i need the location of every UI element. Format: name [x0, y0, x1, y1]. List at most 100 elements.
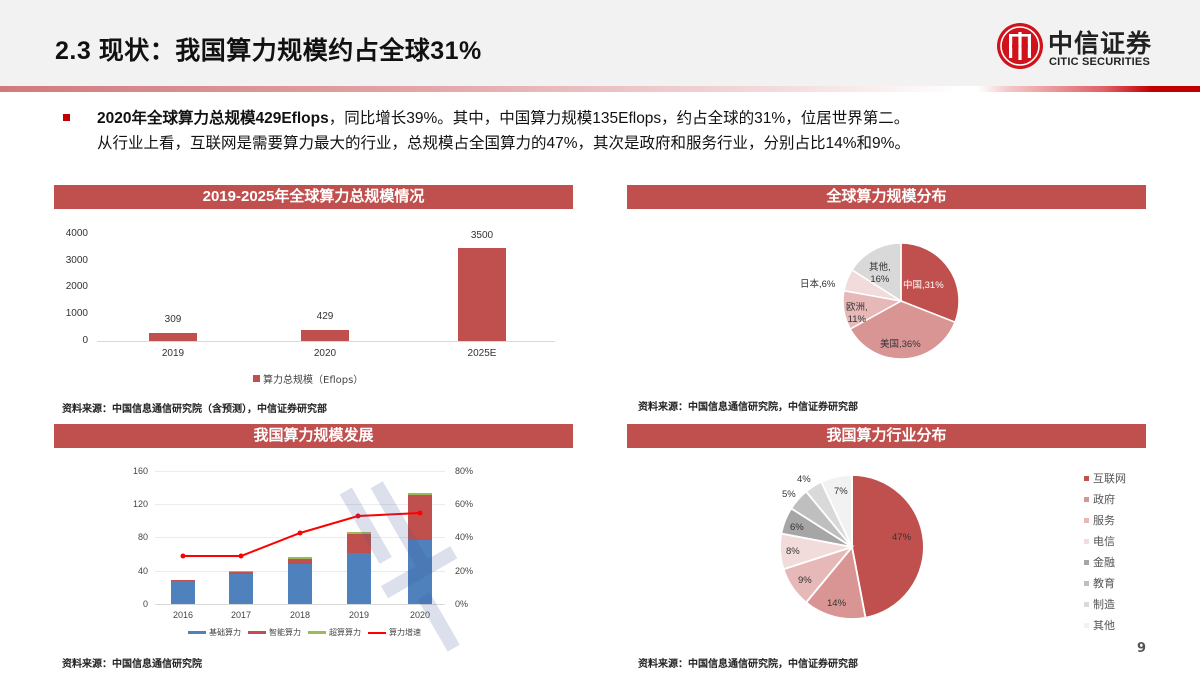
global-share-pie-chart [842, 242, 960, 360]
brand-name-cn: 中信证券 [1048, 29, 1153, 58]
legend-swatch [1084, 475, 1089, 481]
y-tick-left: 80 [137, 532, 148, 542]
panel-title-china-industry: 我国算力行业分布 [627, 424, 1146, 448]
source-note: 资料来源：中国信息通信研究院（含预测），中信证券研究部 [62, 404, 327, 415]
bar-2017-base [229, 574, 253, 604]
legend-label: 智能算力 [269, 628, 301, 637]
bar-2019-ai [347, 534, 371, 553]
legend-item: 基础算力 [188, 627, 241, 638]
bar-2016-base [171, 581, 195, 604]
header-gradient-divider [0, 86, 1200, 92]
legend-label: 算力总规模（Eflops） [263, 375, 364, 386]
y-tick: 3000 [65, 255, 88, 266]
bar-2020-hpc [408, 493, 432, 495]
y-tick-left: 120 [132, 499, 148, 509]
bar-value-label: 429 [316, 311, 334, 322]
bar-2025e [458, 248, 506, 341]
gridline [155, 504, 445, 505]
y-tick-right: 0% [455, 599, 469, 609]
pie-slice-label: 7% [834, 486, 848, 497]
legend-item: 电信 [1084, 533, 1115, 549]
panel-title-global-share: 全球算力规模分布 [627, 185, 1146, 209]
gridline [155, 471, 445, 472]
x-axis-line [97, 341, 555, 342]
y-tick-right: 80% [455, 466, 474, 476]
source-note: 资料来源：中国信息通信研究院 [62, 659, 202, 670]
bar-2019-hpc [347, 532, 371, 534]
china-industry-pie-chart [779, 474, 925, 620]
y-tick: 2000 [65, 281, 88, 292]
bar-2018-base [288, 564, 312, 604]
legend-label: 其他 [1093, 619, 1115, 632]
y-tick-left: 40 [137, 566, 148, 576]
bar-2016-ai [171, 580, 195, 581]
y-tick-right: 60% [455, 499, 474, 509]
panel-title-china-growth: 我国算力规模发展 [54, 424, 573, 448]
legend-item: 教育 [1084, 575, 1115, 591]
citic-logo-icon [997, 23, 1043, 69]
legend-swatch [248, 631, 266, 634]
legend-swatch [1084, 538, 1089, 544]
summary-line-1: 2020年全球算力总规模429Eflops，同比增长39%。其中，中国算力规模1… [97, 106, 909, 128]
x-tick: 2018 [289, 610, 311, 620]
legend-label: 基础算力 [209, 628, 241, 637]
pie-slice-label: 8% [786, 546, 800, 557]
pie-label-china: 中国,31% [903, 280, 944, 291]
legend-swatch [1084, 601, 1089, 607]
pie-label-europe-value: 11% [847, 314, 866, 325]
x-tick: 2016 [172, 610, 194, 620]
legend-swatch [1084, 580, 1089, 586]
x-tick: 2017 [230, 610, 252, 620]
bar-2018-hpc [288, 557, 312, 559]
legend-label: 超算算力 [329, 628, 361, 637]
pie-slice-label: 4% [797, 474, 811, 485]
legend-swatch [253, 375, 260, 382]
legend-label: 金融 [1093, 556, 1115, 569]
pie-label-europe-name: 欧洲, [846, 302, 868, 313]
source-note: 资料来源：中国信息通信研究院，中信证券研究部 [638, 659, 858, 670]
legend-label: 服务 [1093, 514, 1115, 527]
gridline [155, 537, 445, 538]
summary-line-1-rest: ，同比增长39%。其中，中国算力规模135Eflops，约占全球的31%，位居世… [328, 110, 910, 127]
legend-swatch [1084, 622, 1089, 628]
pie-slice-label: 9% [798, 575, 812, 586]
legend-item: 算力增速 [368, 627, 421, 638]
x-tick: 2020 [409, 610, 431, 620]
bar-2017-ai [229, 572, 253, 574]
legend-swatch [1084, 496, 1089, 502]
x-tick: 2019 [161, 348, 185, 359]
legend-swatch [188, 631, 206, 634]
legend-item: 互联网 [1084, 470, 1126, 486]
legend-swatch [1084, 559, 1089, 565]
legend-label: 教育 [1093, 577, 1115, 590]
y-tick: 4000 [65, 228, 88, 239]
y-tick-left: 0 [142, 599, 148, 609]
pie-label-other: 其他, 16% [869, 262, 891, 286]
pie-label-other-value: 16% [870, 274, 890, 285]
bar-2018-ai [288, 559, 312, 564]
bar-2020-ai [408, 495, 432, 540]
x-tick: 2020 [313, 348, 337, 359]
legend-item: 算力总规模（Eflops） [253, 371, 363, 386]
legend-item: 政府 [1084, 491, 1115, 507]
y-tick: 0 [82, 335, 88, 346]
legend-label: 互联网 [1093, 472, 1126, 485]
source-note: 资料来源：中国信息通信研究院，中信证券研究部 [638, 402, 858, 413]
pie-label-japan: 日本,6% [800, 279, 836, 290]
summary-line-2: 从行业上看，互联网是需要算力最大的行业，总规模占全国算力的47%，其次是政府和服… [97, 135, 910, 152]
legend-item: 制造 [1084, 596, 1115, 612]
pie-slice-label: 5% [782, 489, 796, 500]
pie-slice-label: 47% [892, 532, 912, 543]
legend-label: 电信 [1093, 535, 1115, 548]
summary-highlight: 2020年全球算力总规模429Eflops [97, 110, 329, 127]
legend-label: 政府 [1093, 493, 1115, 506]
legend-swatch [308, 631, 326, 634]
bar-value-label: 309 [164, 314, 182, 325]
brand-name-en: CITIC SECURITIES [1049, 56, 1150, 68]
pie-slice-label: 14% [827, 598, 847, 609]
pie-label-usa: 美国,36% [880, 339, 921, 350]
bar-2020-base [408, 540, 432, 604]
panel-title-global-total: 2019-2025年全球算力总规模情况 [54, 185, 573, 209]
bar-value-label: 3500 [470, 230, 494, 241]
page-title: 2.3 现状：我国算力规模约占全球31% [55, 37, 482, 65]
